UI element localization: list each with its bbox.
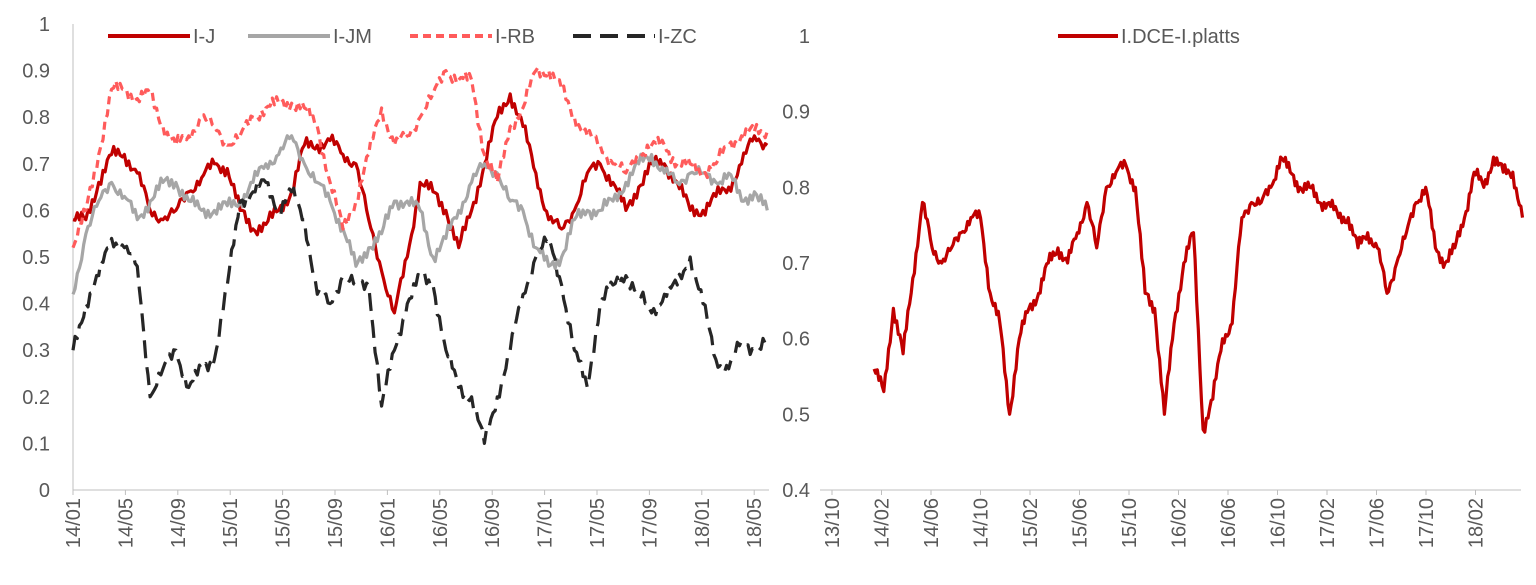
y-tick-label: 1 — [799, 26, 810, 48]
x-tick-label: 15/02 — [1020, 498, 1042, 548]
series-line-i-j — [72, 92, 769, 315]
y-tick-label: 0.6 — [22, 200, 50, 222]
x-tick-label: 17/02 — [1317, 498, 1339, 548]
y-tick-label: 1 — [39, 14, 50, 36]
series-line-i-rb — [71, 65, 769, 249]
legend-label: I-RB — [495, 26, 535, 48]
x-tick-label: 17/06 — [1367, 498, 1389, 548]
legend-label: I.DCE-I.platts — [1121, 26, 1240, 48]
x-tick-label: 15/10 — [1119, 498, 1141, 548]
y-tick-label: 0.4 — [782, 480, 810, 502]
y-tick-label: 0 — [39, 480, 50, 502]
x-tick-label: 14/05 — [115, 498, 137, 548]
x-tick-label: 14/02 — [872, 498, 894, 548]
x-tick-label: 16/05 — [430, 498, 452, 548]
x-tick-label: 13/10 — [822, 498, 844, 548]
x-tick-label: 15/05 — [273, 498, 295, 548]
x-tick-label: 15/06 — [1070, 498, 1092, 548]
series-line-i-dce-i-platts — [872, 155, 1525, 434]
y-tick-label: 0.8 — [22, 107, 50, 129]
x-tick-label: 16/06 — [1218, 498, 1240, 548]
y-tick-label: 0.8 — [782, 177, 810, 199]
y-tick-label: 0.9 — [782, 102, 810, 124]
y-tick-label: 0.2 — [22, 387, 50, 409]
y-tick-label: 0.5 — [22, 247, 50, 269]
x-tick-label: 15/09 — [325, 498, 347, 548]
x-tick-label: 14/01 — [63, 498, 85, 548]
x-tick-label: 16/01 — [377, 498, 399, 548]
x-tick-label: 16/09 — [482, 498, 504, 548]
x-tick-label: 18/01 — [692, 498, 714, 548]
x-tick-label: 18/05 — [744, 498, 766, 548]
y-tick-label: 0.5 — [782, 404, 810, 426]
x-tick-label: 17/01 — [535, 498, 557, 548]
y-tick-label: 0.6 — [782, 329, 810, 351]
x-tick-label: 17/10 — [1416, 498, 1438, 548]
legend-label: I-JM — [333, 26, 372, 48]
x-tick-label: 17/05 — [587, 498, 609, 548]
x-tick-label: 16/02 — [1169, 498, 1191, 548]
y-tick-label: 0.7 — [782, 253, 810, 275]
y-tick-label: 0.7 — [22, 154, 50, 176]
y-tick-label: 0.3 — [22, 340, 50, 362]
series-line-i-jm — [71, 134, 769, 295]
y-tick-label: 0.4 — [22, 294, 50, 316]
x-tick-label: 18/02 — [1466, 498, 1488, 548]
legend-label: I-ZC — [658, 26, 697, 48]
x-tick-label: 16/10 — [1268, 498, 1290, 548]
legend-label: I-J — [193, 26, 215, 48]
x-tick-label: 15/01 — [220, 498, 242, 548]
y-tick-label: 0.1 — [22, 433, 50, 455]
x-tick-label: 14/09 — [168, 498, 190, 548]
x-tick-label: 14/10 — [971, 498, 993, 548]
series-line-i-zc — [71, 178, 769, 445]
x-tick-label: 17/09 — [639, 498, 661, 548]
y-tick-label: 0.9 — [22, 61, 50, 83]
x-tick-label: 14/06 — [921, 498, 943, 548]
